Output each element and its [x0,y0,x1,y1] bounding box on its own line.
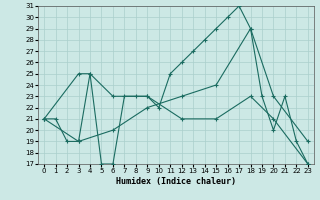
X-axis label: Humidex (Indice chaleur): Humidex (Indice chaleur) [116,177,236,186]
